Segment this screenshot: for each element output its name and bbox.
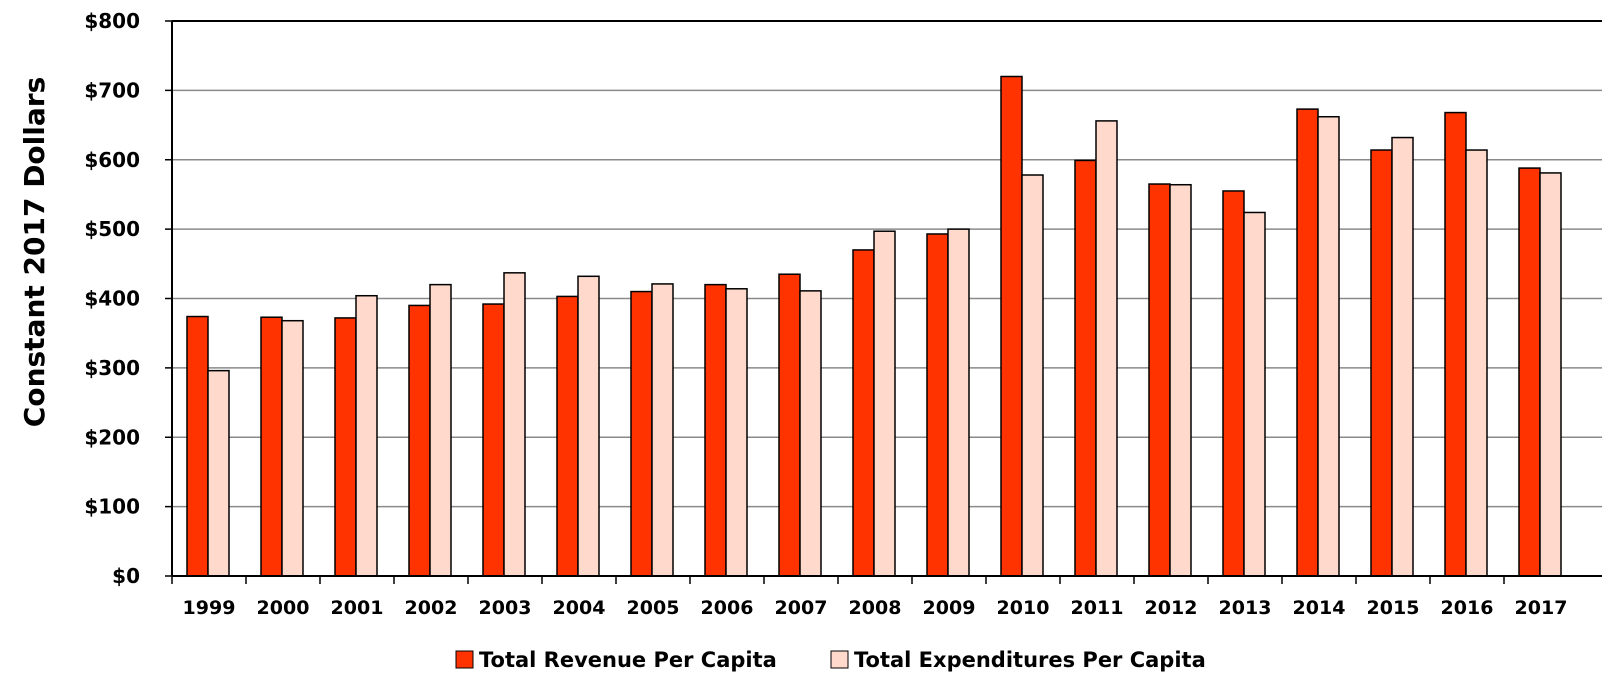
legend-label-expenditures: Total Expenditures Per Capita <box>854 648 1206 672</box>
x-tick-label: 2005 <box>627 597 680 619</box>
y-axis-label: Constant 2017 Dollars <box>18 77 51 427</box>
bar-expenditures <box>1391 136 1414 577</box>
x-tick-label: 2012 <box>1145 597 1198 619</box>
x-tick-label: 2015 <box>1367 597 1420 619</box>
bar-revenue <box>926 233 949 577</box>
legend-label-revenue: Total Revenue Per Capita <box>479 648 777 672</box>
y-tick-labels: $0 $100 $200 $300 $400 $500 $600 $700 $800 <box>84 9 140 588</box>
bar-revenue <box>1148 183 1171 577</box>
bar-revenue <box>1444 111 1467 577</box>
bar-revenue <box>704 283 727 577</box>
y-tick-label: $100 <box>84 495 140 519</box>
bar-revenue <box>260 316 283 577</box>
x-tick-label: 2011 <box>1071 597 1124 619</box>
bar-expenditures <box>873 230 896 577</box>
bar-revenue <box>334 317 357 577</box>
x-tick-label: 2001 <box>331 597 384 619</box>
y-tick-label: $200 <box>84 425 140 449</box>
x-tick-label: 2003 <box>479 597 532 619</box>
bar-revenue <box>778 273 801 577</box>
y-tick-label: $800 <box>84 9 140 33</box>
bar-expenditures <box>1021 174 1044 577</box>
bar-expenditures <box>651 283 674 577</box>
bar-revenue <box>482 303 505 577</box>
legend-swatch-revenue <box>455 650 474 669</box>
bar-expenditures <box>1169 183 1192 577</box>
y-tick-label: $600 <box>84 148 140 172</box>
bar-expenditures <box>577 275 600 577</box>
y-tick-label: $0 <box>112 564 140 588</box>
x-tick-label: 2008 <box>849 597 902 619</box>
bar-expenditures <box>1317 115 1340 577</box>
bar-expenditures <box>281 319 304 577</box>
x-tick-label: 1999 <box>183 597 236 619</box>
bar-revenue <box>1370 149 1393 577</box>
bar-expenditures <box>503 272 526 577</box>
x-tick-label: 2007 <box>775 597 828 619</box>
x-tick-labels: 1999 2000 2001 2002 2003 2004 2005 2006 2007 2008… <box>183 597 1568 619</box>
x-tick-label: 2013 <box>1219 597 1272 619</box>
bar-revenue <box>1074 159 1097 577</box>
bar-expenditures <box>947 228 970 577</box>
y-tick-label: $500 <box>84 217 140 241</box>
x-tick-label: 2002 <box>405 597 458 619</box>
bar-expenditures <box>1539 172 1562 577</box>
x-tick-label: 2009 <box>923 597 976 619</box>
bar-expenditures <box>725 288 748 577</box>
bars <box>186 75 1562 577</box>
bar-expenditures <box>429 283 452 577</box>
bar-revenue <box>630 290 653 577</box>
x-tick-label: 2006 <box>701 597 754 619</box>
y-tick-label: $400 <box>84 287 140 311</box>
bar-revenue <box>556 295 579 577</box>
x-tick-label: 2014 <box>1293 597 1346 619</box>
x-tick-label: 2017 <box>1515 597 1568 619</box>
x-tick-label: 2004 <box>553 597 606 619</box>
bar-expenditures <box>1465 149 1488 577</box>
x-tick-label: 2010 <box>997 597 1050 619</box>
legend-swatch-expenditures <box>830 650 849 669</box>
bar-expenditures <box>799 290 822 577</box>
legend: Total Revenue Per Capita Total Expenditu… <box>455 648 1206 672</box>
bar-revenue <box>408 304 431 577</box>
axes <box>165 20 1602 584</box>
bar-expenditures <box>207 369 230 577</box>
bar-revenue <box>1000 75 1023 577</box>
bar-expenditures <box>1095 120 1118 577</box>
bar-expenditures <box>1243 211 1266 577</box>
bar-revenue <box>1222 190 1245 577</box>
bar-revenue <box>1296 108 1319 577</box>
bar-expenditures <box>355 294 378 577</box>
bar-revenue <box>186 315 209 577</box>
y-tick-label: $300 <box>84 356 140 380</box>
x-tick-label: 2016 <box>1441 597 1494 619</box>
bar-revenue <box>852 249 875 577</box>
x-tick-label: 2000 <box>257 597 310 619</box>
y-tick-label: $700 <box>84 78 140 102</box>
bar-revenue <box>1518 167 1541 577</box>
